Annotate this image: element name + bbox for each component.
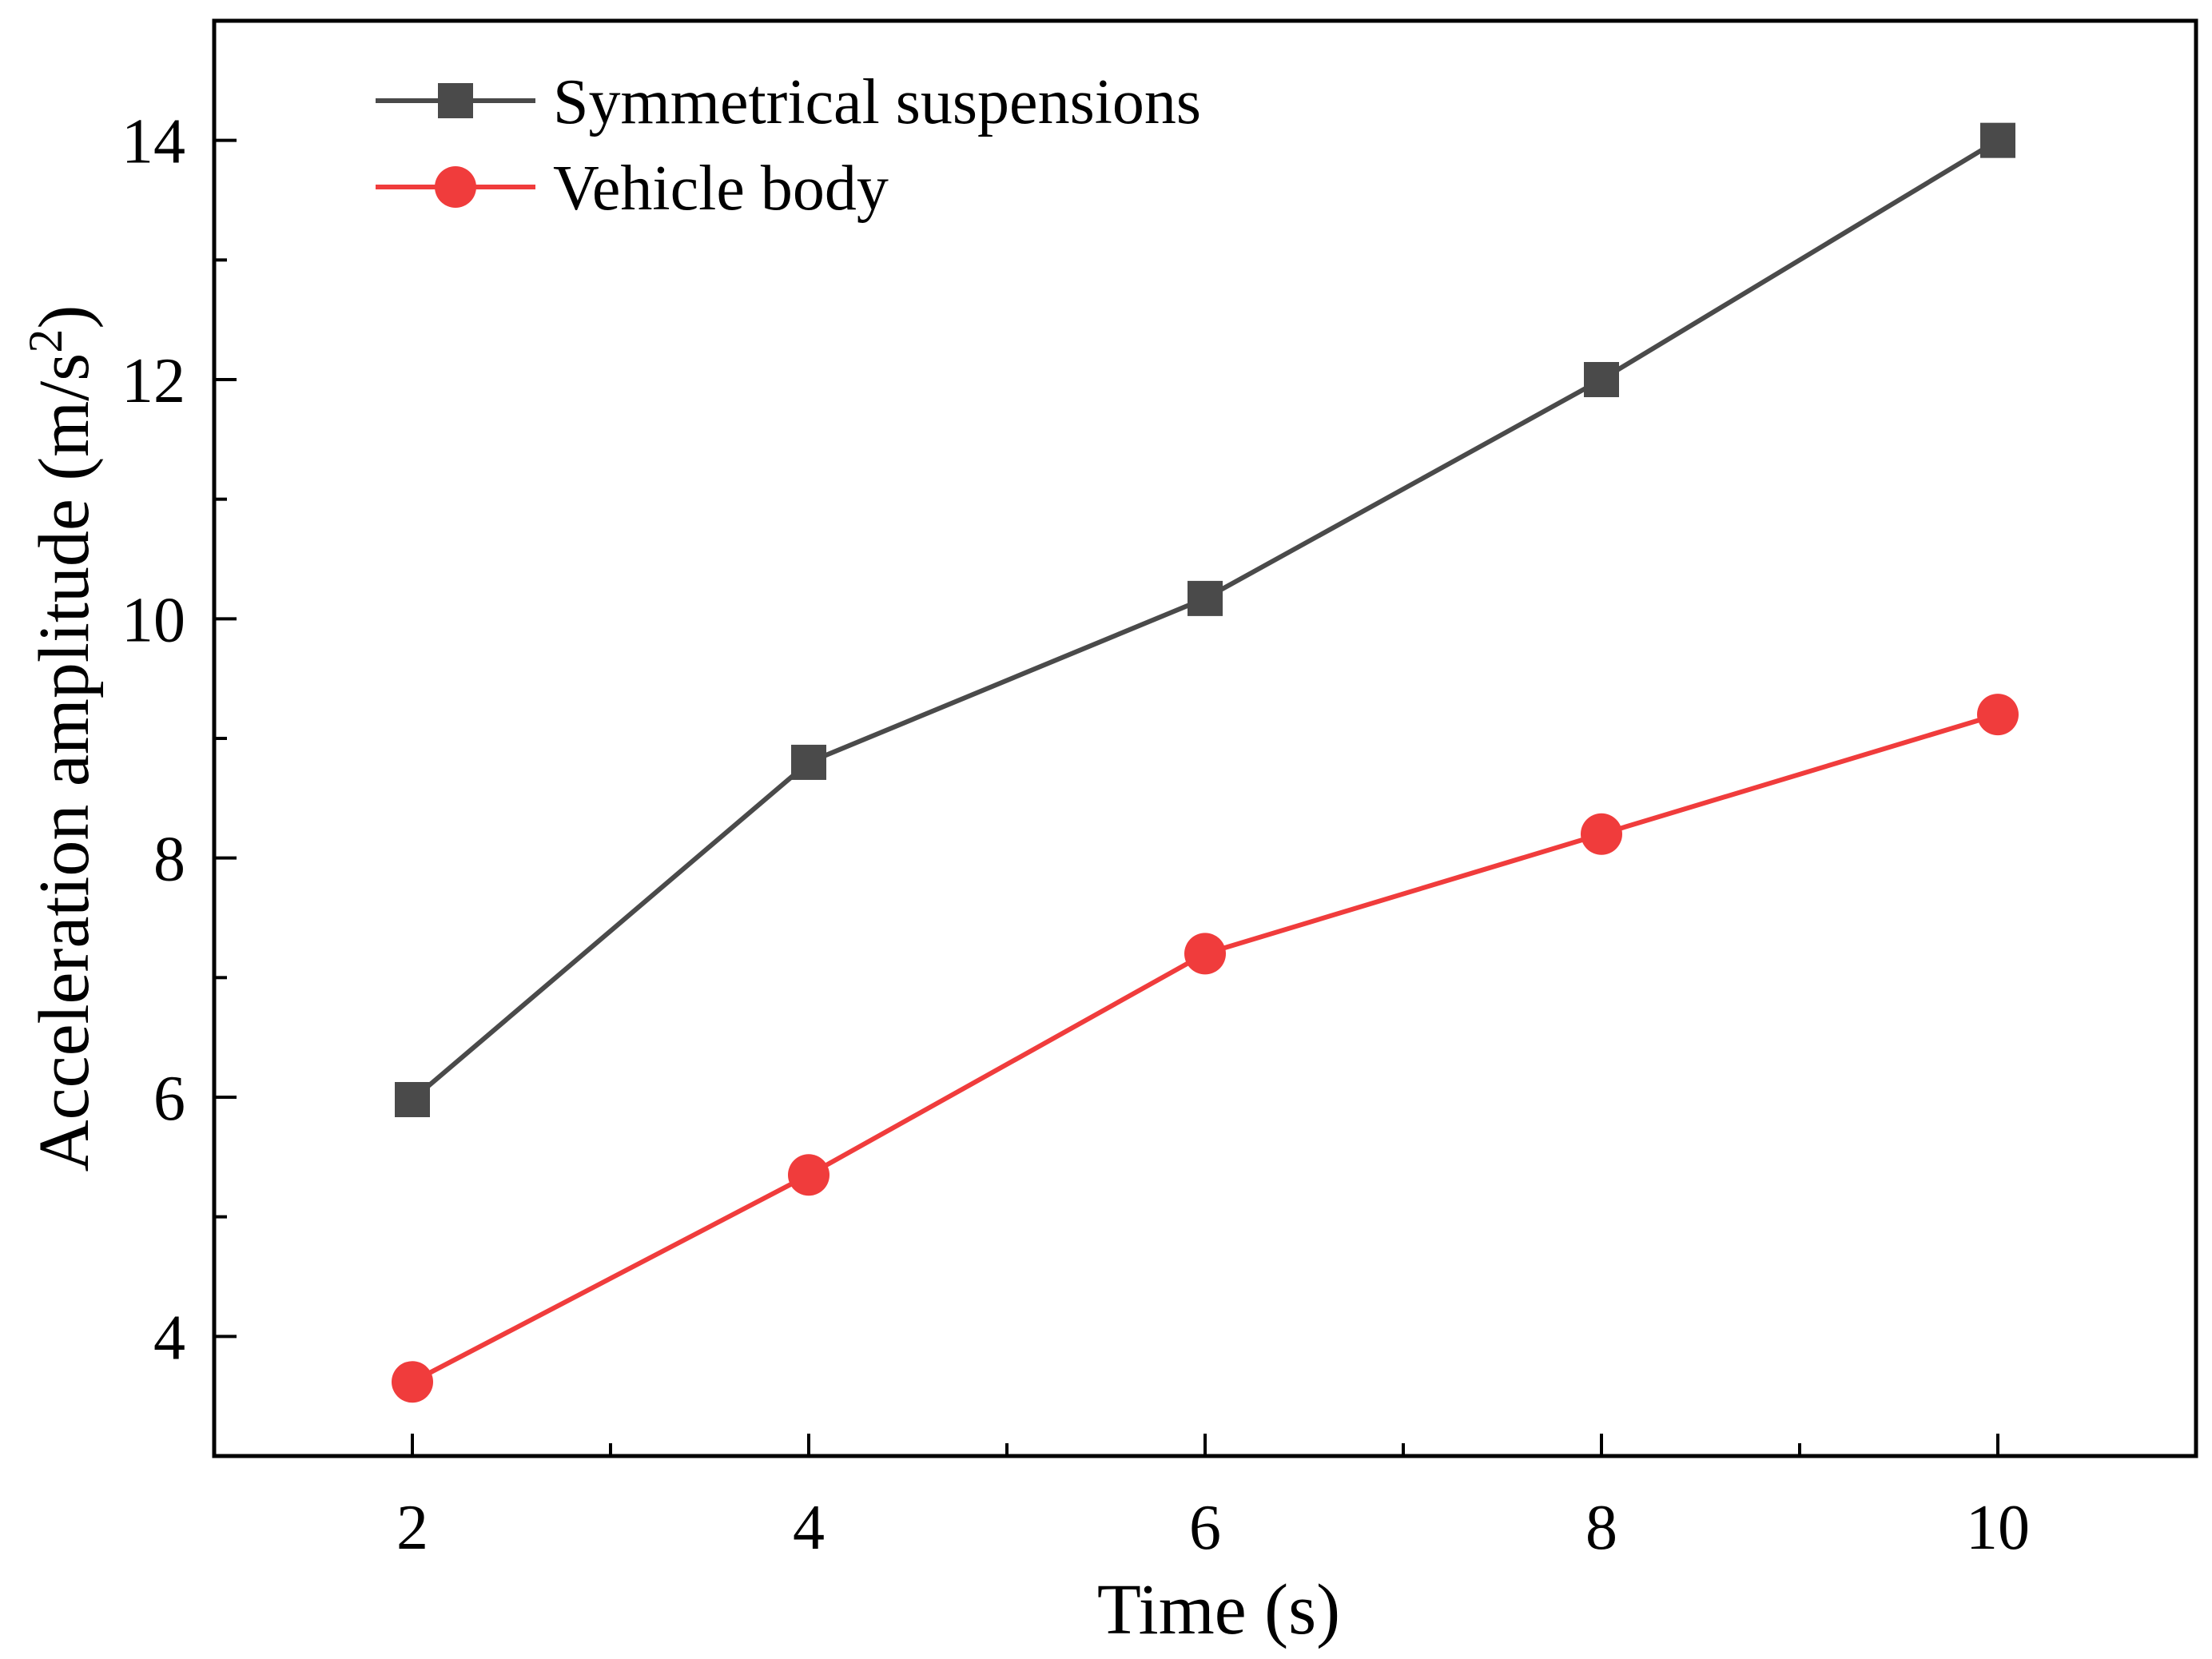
- legend-label-vehicle-body: Vehicle body: [553, 153, 889, 224]
- legend-label-symmetrical-suspensions: Symmetrical suspensions: [553, 67, 1201, 137]
- x-tick-label: 2: [396, 1493, 428, 1563]
- axes-layer: 2 4 6 8 10 4 6 8 10 12 14: [121, 107, 2030, 1563]
- y-axis-title-close: ): [25, 305, 104, 329]
- data-point-vehicle-body: [788, 1154, 830, 1196]
- data-point-vehicle-body: [1581, 813, 1622, 855]
- data-point-symmetrical-suspensions: [1188, 580, 1223, 616]
- y-axis-title-superscript: 2: [19, 329, 72, 353]
- legend-marker-symmetrical-suspensions: [438, 83, 473, 118]
- y-tick-label: 14: [121, 107, 185, 177]
- data-point-symmetrical-suspensions: [1584, 362, 1619, 397]
- legend-marker-vehicle-body: [435, 166, 476, 208]
- marks-layer: [392, 122, 2019, 1403]
- data-point-symmetrical-suspensions: [1980, 122, 2015, 158]
- data-point-vehicle-body: [1184, 933, 1226, 975]
- y-axis-title: Acceleration amplitude (m/s2): [19, 305, 104, 1172]
- y-tick-label: 4: [153, 1303, 185, 1373]
- legend: Symmetrical suspensions Vehicle body: [376, 67, 1201, 224]
- x-tick-label: 4: [793, 1493, 825, 1563]
- y-tick-label: 10: [121, 585, 185, 655]
- x-axis-title: Time (s): [1097, 1570, 1340, 1649]
- y-tick-label: 12: [121, 346, 185, 416]
- data-point-symmetrical-suspensions: [395, 1081, 430, 1117]
- x-tick-label: 6: [1189, 1493, 1221, 1563]
- data-point-vehicle-body: [1977, 694, 2019, 736]
- x-tick-label: 8: [1585, 1493, 1617, 1563]
- x-tick-label: 10: [1966, 1493, 2030, 1563]
- y-tick-label: 6: [153, 1064, 185, 1134]
- data-point-symmetrical-suspensions: [791, 744, 826, 780]
- y-axis-title-main: Acceleration amplitude (m/s: [25, 353, 104, 1172]
- y-tick-label: 8: [153, 825, 185, 895]
- data-point-vehicle-body: [392, 1361, 433, 1403]
